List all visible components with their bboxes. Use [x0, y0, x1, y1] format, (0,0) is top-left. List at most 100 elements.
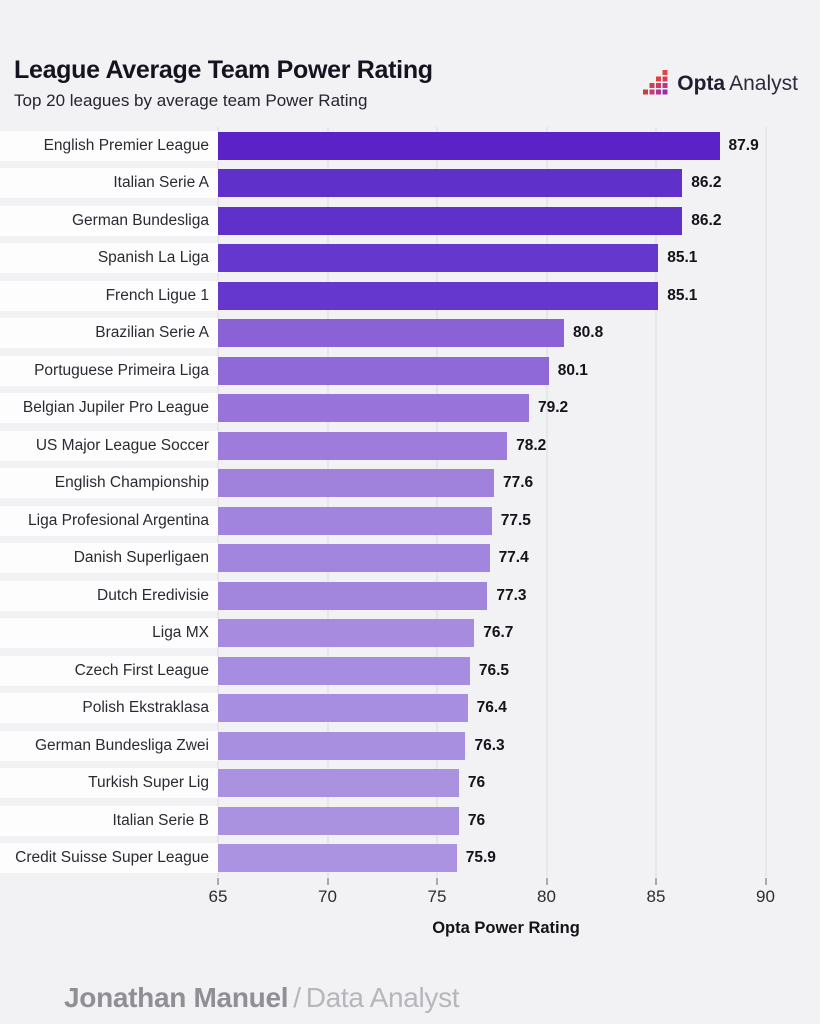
bar-value-label: 77.3 — [496, 586, 527, 604]
bar-track: 75.9 — [218, 839, 794, 877]
author-name: Jonathan Manuel — [64, 982, 289, 1013]
bar-value-label: 76.7 — [483, 624, 514, 641]
axis-tick-mark — [764, 877, 767, 885]
bar-value-label: 77.5 — [500, 511, 531, 529]
bar-value-label: 76.4 — [476, 699, 507, 716]
chart-row: English Premier League 87.9 — [0, 127, 820, 165]
bar — [218, 544, 490, 572]
chart-row: Spanish La Liga 85.1 — [0, 239, 820, 277]
bar-track: 76 — [218, 802, 794, 840]
bar-track: 77.6 — [218, 464, 794, 502]
bar-track: 77.3 — [218, 577, 794, 615]
bar-track: 80.1 — [218, 352, 794, 390]
bar — [218, 581, 488, 610]
axis-tick-label: 75 — [427, 886, 447, 906]
bar — [218, 619, 475, 647]
page-subtitle: Top 20 leagues by average team Power Rat… — [14, 90, 368, 110]
logo-wordmark: Opta Analyst — [677, 72, 798, 96]
bar-value-label: 77.6 — [502, 474, 534, 491]
bar — [218, 656, 470, 685]
x-axis: 65 70 75 80 85 90 — [209, 877, 794, 915]
league-label: Italian Serie A — [0, 168, 218, 198]
bar-track: 79.2 — [218, 389, 794, 427]
bar-track: 87.9 — [218, 127, 794, 165]
league-label: German Bundesliga — [0, 205, 218, 236]
league-label: English Premier League — [0, 130, 218, 161]
axis-tick-mark — [545, 877, 548, 885]
bar — [218, 169, 683, 197]
header-text: League Average Team Power Rating Top 20 … — [14, 56, 433, 111]
league-label: Czech First League — [0, 655, 218, 686]
bar-track: 77.4 — [218, 539, 794, 577]
bar-value-label: 75.9 — [465, 849, 496, 866]
bar-track: 86.2 — [218, 164, 794, 202]
chart-row: US Major League Soccer 78.2 — [0, 427, 820, 465]
bar — [218, 469, 494, 497]
credit-separator: / — [293, 982, 301, 1013]
league-label: Dutch Eredivisie — [0, 580, 218, 611]
league-label: Spanish La Liga — [0, 243, 218, 273]
bar-track: 85.1 — [218, 277, 794, 315]
chart-row: Portuguese Primeira Liga 80.1 — [0, 352, 820, 390]
bar — [218, 281, 659, 310]
league-label: Polish Ekstraklasa — [0, 693, 218, 723]
axis-tick-label: 90 — [756, 886, 775, 906]
chart-row: Credit Suisse Super League 75.9 — [0, 839, 820, 877]
bar — [218, 319, 565, 347]
bar-value-label: 76 — [467, 774, 486, 791]
footer-credit: Jonathan Manuel / Data Analyst — [64, 982, 460, 1014]
bar — [218, 844, 457, 872]
opta-dots-icon — [643, 70, 668, 95]
league-label: Liga MX — [0, 618, 218, 648]
bar — [218, 694, 468, 722]
league-label: US Major League Soccer — [0, 430, 218, 461]
bar-track: 86.2 — [218, 202, 794, 240]
chart-row: Italian Serie A 86.2 — [0, 164, 820, 202]
bar-value-label: 85.1 — [667, 286, 698, 304]
bar-track: 80.8 — [218, 314, 794, 352]
bar — [218, 131, 720, 160]
league-label: Turkish Super Lig — [0, 768, 218, 798]
bar-value-label: 78.2 — [516, 436, 547, 454]
page-title: League Average Team Power Rating — [14, 56, 433, 84]
bar-value-label: 87.9 — [728, 136, 759, 154]
league-label: English Championship — [0, 468, 218, 498]
header: League Average Team Power Rating Top 20 … — [0, 0, 820, 111]
bar — [218, 506, 492, 535]
bar-value-label: 86.2 — [691, 211, 722, 229]
bar-track: 76.5 — [218, 652, 794, 690]
bar-value-label: 86.2 — [691, 174, 722, 191]
league-label: Brazilian Serie A — [0, 318, 218, 348]
axis-tick-mark — [655, 877, 658, 885]
bar — [218, 206, 683, 235]
bar-value-label: 79.2 — [537, 399, 569, 416]
bar-value-label: 76.5 — [478, 661, 510, 679]
bar-value-label: 85.1 — [667, 249, 698, 266]
chart-row: English Championship 77.6 — [0, 464, 820, 502]
bar-value-label: 76 — [467, 811, 486, 829]
axis-tick-label: 70 — [318, 886, 337, 906]
bar-track: 77.5 — [218, 502, 794, 540]
axis-tick-label: 80 — [537, 886, 556, 906]
bar — [218, 806, 459, 835]
bar-track: 76.7 — [218, 614, 794, 652]
axis-tick-mark — [326, 877, 329, 885]
bar-track: 76.4 — [218, 689, 794, 727]
chart-row: Turkish Super Lig 76 — [0, 764, 820, 802]
bar — [218, 731, 466, 760]
logo-bold-text: Opta — [677, 71, 726, 95]
bar — [218, 769, 459, 797]
bar-chart: English Premier League 87.9 Italian Serie … — [0, 126, 820, 938]
chart-row: German Bundesliga Zwei 76.3 — [0, 727, 820, 765]
logo-regular-text: Analyst — [729, 71, 798, 95]
bar-value-label: 80.1 — [557, 361, 588, 379]
league-label: Liga Profesional Argentina — [0, 505, 218, 536]
league-label: Portuguese Primeira Liga — [0, 355, 218, 386]
chart-row: Liga MX 76.7 — [0, 614, 820, 652]
league-label: Danish Superligaen — [0, 543, 218, 573]
chart-row: Czech First League 76.5 — [0, 652, 820, 690]
bar-track: 76 — [218, 764, 794, 802]
league-label: German Bundesliga Zwei — [0, 730, 218, 761]
chart-row: German Bundesliga 86.2 — [0, 202, 820, 240]
league-label: Italian Serie B — [0, 805, 218, 836]
